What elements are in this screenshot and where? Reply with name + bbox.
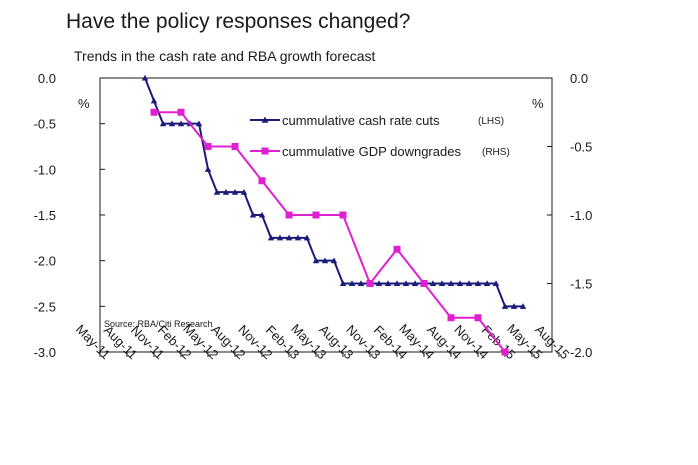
- series-gdp: [150, 108, 509, 356]
- point-marker-cash-rate: [177, 120, 185, 127]
- left-tick-label: -1.0: [34, 162, 56, 177]
- point-marker-cash-rate: [492, 280, 500, 287]
- point-marker-cash-rate: [438, 280, 446, 287]
- point-marker-gdp: [501, 348, 509, 356]
- point-marker-gdp: [474, 314, 482, 322]
- right-tick-label: 0.0: [570, 71, 588, 86]
- point-marker-cash-rate: [330, 257, 338, 264]
- point-marker-cash-rate: [519, 303, 527, 309]
- point-marker-cash-rate: [375, 280, 383, 287]
- right-tick-label: -2.0: [570, 345, 592, 360]
- point-marker-cash-rate: [501, 303, 509, 309]
- left-tick-label: -0.5: [34, 117, 56, 132]
- series-line-gdp: [154, 111, 506, 353]
- series-layer: [141, 74, 527, 356]
- series-cash-rate: [141, 74, 527, 309]
- point-marker-cash-rate: [195, 120, 203, 127]
- point-marker-cash-rate: [285, 234, 293, 241]
- point-marker-cash-rate: [510, 303, 518, 309]
- point-marker-cash-rate: [294, 234, 302, 241]
- point-marker-gdp: [285, 211, 293, 219]
- point-marker-cash-rate: [222, 188, 230, 195]
- point-marker-cash-rate: [258, 211, 266, 218]
- right-axis-unit: %: [532, 96, 544, 111]
- source-note: Source: RBA/Citi Research: [104, 319, 213, 329]
- point-marker-cash-rate: [357, 280, 365, 287]
- point-marker-cash-rate: [339, 280, 347, 287]
- point-marker-cash-rate: [429, 280, 437, 287]
- left-axis: 0.0 -0.5 -1.0 -1.5 -2.0 -2.5 -3.0: [34, 71, 105, 360]
- point-marker-gdp: [150, 108, 158, 116]
- point-marker-cash-rate: [240, 188, 248, 195]
- point-marker-cash-rate: [348, 280, 356, 287]
- point-marker-gdp: [312, 211, 320, 219]
- left-axis-unit: %: [78, 96, 90, 111]
- legend: cummulative cash rate cuts (LHS) cummula…: [250, 113, 510, 159]
- point-marker-gdp: [366, 280, 374, 287]
- left-tick-label: -1.5: [34, 208, 56, 223]
- point-marker-cash-rate: [447, 280, 455, 287]
- left-tick-label: 0.0: [38, 71, 56, 86]
- point-marker-cash-rate: [483, 280, 491, 287]
- point-marker-gdp: [204, 143, 212, 150]
- point-marker-gdp: [339, 211, 347, 219]
- point-marker-cash-rate: [312, 257, 320, 264]
- chart-title: Have the policy responses changed?: [66, 10, 411, 33]
- point-marker-gdp: [393, 245, 401, 253]
- point-marker-cash-rate: [150, 97, 158, 104]
- legend-label-gdp: cummulative GDP downgrades: [282, 144, 461, 159]
- point-marker-cash-rate: [384, 280, 392, 287]
- point-marker-gdp: [447, 314, 455, 322]
- right-tick-label: -1.5: [570, 277, 592, 292]
- point-marker-cash-rate: [321, 257, 329, 264]
- point-marker-gdp: [231, 143, 239, 150]
- left-tick-label: -2.0: [34, 254, 56, 269]
- left-tick-label: -3.0: [34, 345, 56, 360]
- legend-marker-cash-rate: [261, 116, 269, 123]
- legend-tag-rhs: (RHS): [482, 147, 510, 158]
- point-marker-cash-rate: [474, 280, 482, 287]
- right-tick-label: -1.0: [570, 208, 592, 223]
- left-tick-label: -2.5: [34, 299, 56, 314]
- legend-label-cash-rate: cummulative cash rate cuts: [282, 113, 440, 128]
- right-axis: 0.0 -0.5 -1.0 -1.5 -2.0: [547, 71, 592, 360]
- point-marker-cash-rate: [411, 280, 419, 287]
- point-marker-cash-rate: [465, 280, 473, 287]
- point-marker-cash-rate: [159, 120, 167, 127]
- point-marker-cash-rate: [204, 166, 212, 172]
- point-marker-cash-rate: [231, 188, 239, 195]
- point-marker-cash-rate: [402, 280, 410, 287]
- point-marker-cash-rate: [213, 188, 221, 195]
- point-marker-cash-rate: [303, 234, 311, 241]
- point-marker-cash-rate: [456, 280, 464, 287]
- chart-subtitle: Trends in the cash rate and RBA growth f…: [74, 48, 376, 64]
- point-marker-cash-rate: [141, 74, 149, 81]
- legend-tag-lhs: (LHS): [478, 116, 504, 127]
- point-marker-gdp: [258, 177, 266, 185]
- point-marker-cash-rate: [267, 234, 275, 241]
- point-marker-cash-rate: [393, 280, 401, 287]
- point-marker-gdp: [177, 108, 185, 116]
- right-tick-label: -0.5: [570, 140, 592, 155]
- point-marker-cash-rate: [249, 211, 257, 218]
- legend-marker-gdp: [261, 147, 269, 155]
- point-marker-cash-rate: [276, 234, 284, 241]
- point-marker-gdp: [420, 280, 428, 287]
- point-marker-cash-rate: [168, 120, 176, 127]
